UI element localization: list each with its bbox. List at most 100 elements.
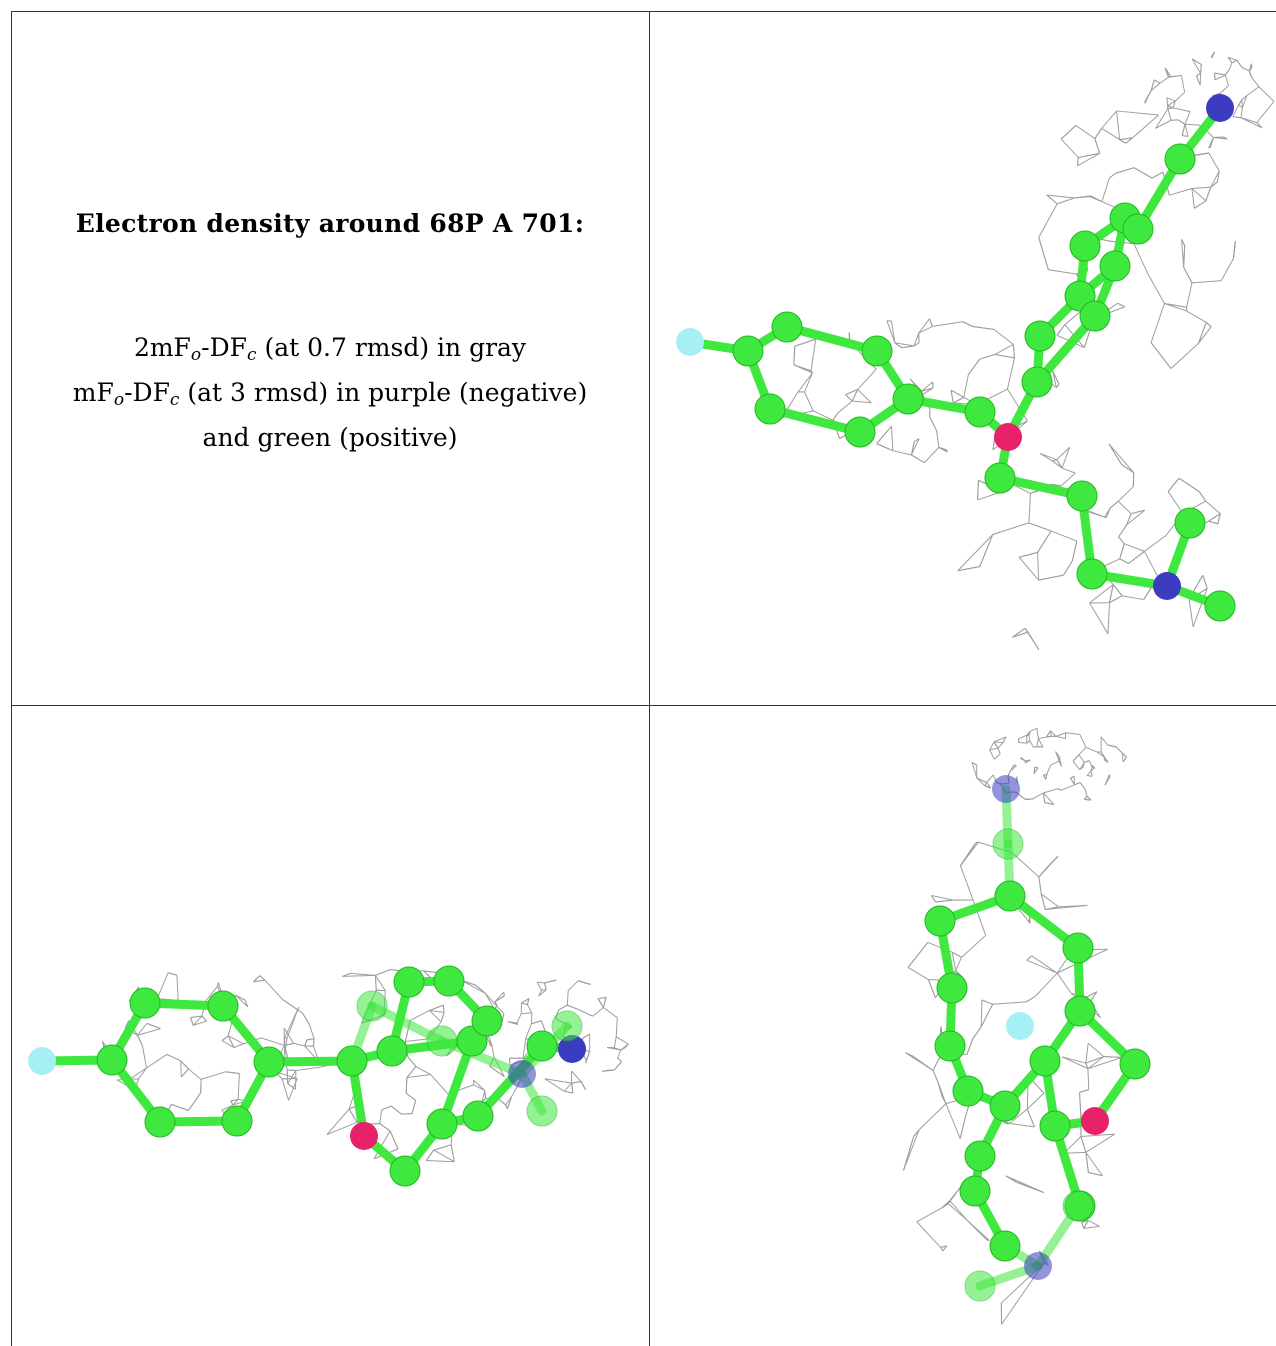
mesh-line	[1191, 186, 1211, 189]
mesh-line	[190, 1015, 203, 1019]
carbon-atom	[936, 972, 968, 1004]
carbon-atom	[393, 966, 425, 998]
mesh-line	[129, 1067, 147, 1080]
mesh-line	[1169, 188, 1193, 196]
carbon-atom	[356, 990, 388, 1022]
mesh-line	[1232, 116, 1242, 119]
mesh-line	[1172, 100, 1176, 109]
mesh-line	[405, 1077, 408, 1094]
figure-grid: Electron density around 68P A 701: 2mFo-…	[11, 11, 1276, 1346]
mesh-line	[1214, 72, 1226, 76]
mesh-line	[1056, 197, 1075, 205]
mesh-line	[1049, 730, 1052, 737]
mesh-line	[283, 1027, 295, 1044]
carbon-atom	[1062, 932, 1094, 964]
mesh-line	[146, 1022, 161, 1030]
mesh-line	[141, 1045, 148, 1069]
mesh-line	[1038, 736, 1047, 740]
mesh-line	[567, 1004, 580, 1011]
mesh-line	[1078, 152, 1100, 158]
mesh-line	[200, 1071, 226, 1080]
mesh-line	[1079, 782, 1086, 790]
middle-divider	[11, 705, 1276, 706]
mesh-line	[531, 1020, 542, 1025]
mesh-line	[993, 741, 999, 749]
mesh-line	[1109, 500, 1119, 509]
mesh-line	[857, 389, 872, 404]
mesh-line	[973, 326, 995, 330]
nitrogen-atom	[508, 1060, 536, 1088]
carbon-atom	[471, 1005, 503, 1037]
mesh-line	[293, 1042, 305, 1047]
mesh-line	[1115, 746, 1117, 748]
mesh-line	[1083, 329, 1091, 348]
mesh-line	[540, 1020, 546, 1031]
mesh-line	[1121, 753, 1124, 762]
mesh-line	[550, 979, 557, 982]
mesh-line	[957, 534, 994, 572]
mesh-line	[989, 749, 995, 760]
mesh-line	[1051, 460, 1063, 469]
mesh-line	[916, 1221, 941, 1248]
mesh-line	[993, 753, 1001, 760]
mesh-line	[342, 974, 376, 977]
mesh-line	[1205, 322, 1212, 328]
nitrogen-atom	[1206, 94, 1234, 122]
mesh-line	[1103, 1056, 1122, 1058]
mesh-line	[1100, 751, 1106, 758]
mesh-line	[1061, 447, 1071, 469]
mesh-line	[894, 342, 915, 347]
mesh-line	[1047, 855, 1059, 868]
mesh-line	[1070, 777, 1075, 786]
mesh-line	[1213, 72, 1216, 80]
mesh-line	[1058, 760, 1062, 767]
atoms	[676, 94, 1236, 622]
mesh-line	[156, 972, 169, 999]
mesh-line	[1012, 344, 1016, 358]
mesh-line	[1033, 767, 1039, 774]
mesh-line	[1119, 558, 1129, 564]
mesh-line	[567, 980, 579, 991]
mesh-line	[1080, 1133, 1115, 1137]
fluorine-atom	[1006, 1012, 1034, 1040]
left-border	[11, 11, 12, 1346]
mesh-line	[1108, 443, 1135, 474]
mesh-line	[1085, 1152, 1103, 1177]
mesh-line	[1125, 137, 1133, 144]
mesh-line	[1060, 125, 1077, 140]
mesh-line	[1144, 90, 1152, 104]
mesh-line	[940, 1247, 944, 1252]
mesh-line	[976, 777, 986, 787]
mesh-line	[521, 998, 530, 1004]
mesh-line	[1026, 1092, 1045, 1110]
mesh-line	[166, 1054, 181, 1062]
mesh-line	[1045, 774, 1048, 780]
mesh-line	[1086, 770, 1092, 776]
mesh-line	[793, 364, 812, 372]
mesh-line	[940, 1245, 948, 1248]
mesh-line	[558, 1004, 568, 1011]
carbon-atom	[1079, 300, 1111, 332]
mesh-line	[979, 353, 996, 360]
mesh-line	[137, 1035, 143, 1046]
mesh-line	[473, 1084, 486, 1091]
mesh-line	[1094, 128, 1103, 139]
mesh-line	[1144, 534, 1167, 552]
mesh-line	[389, 1130, 399, 1150]
mesh-line	[415, 1066, 431, 1075]
mesh-line	[1096, 751, 1106, 759]
mesh-line	[1026, 740, 1031, 744]
mesh-line	[1043, 788, 1059, 794]
mesh-line	[1208, 152, 1220, 172]
mesh-line	[1184, 111, 1191, 125]
figure-title: Electron density around 68P A 701:	[75, 209, 585, 238]
mesh-line	[287, 1070, 297, 1084]
mesh-line	[1116, 110, 1121, 140]
mesh-line	[1074, 782, 1081, 786]
mesh-line	[1183, 267, 1193, 284]
mesh-line	[1044, 802, 1054, 806]
mesh-line	[1002, 736, 1007, 743]
mesh-line	[1061, 467, 1076, 474]
mesh-line	[1036, 738, 1039, 747]
mesh-line	[624, 1043, 629, 1048]
